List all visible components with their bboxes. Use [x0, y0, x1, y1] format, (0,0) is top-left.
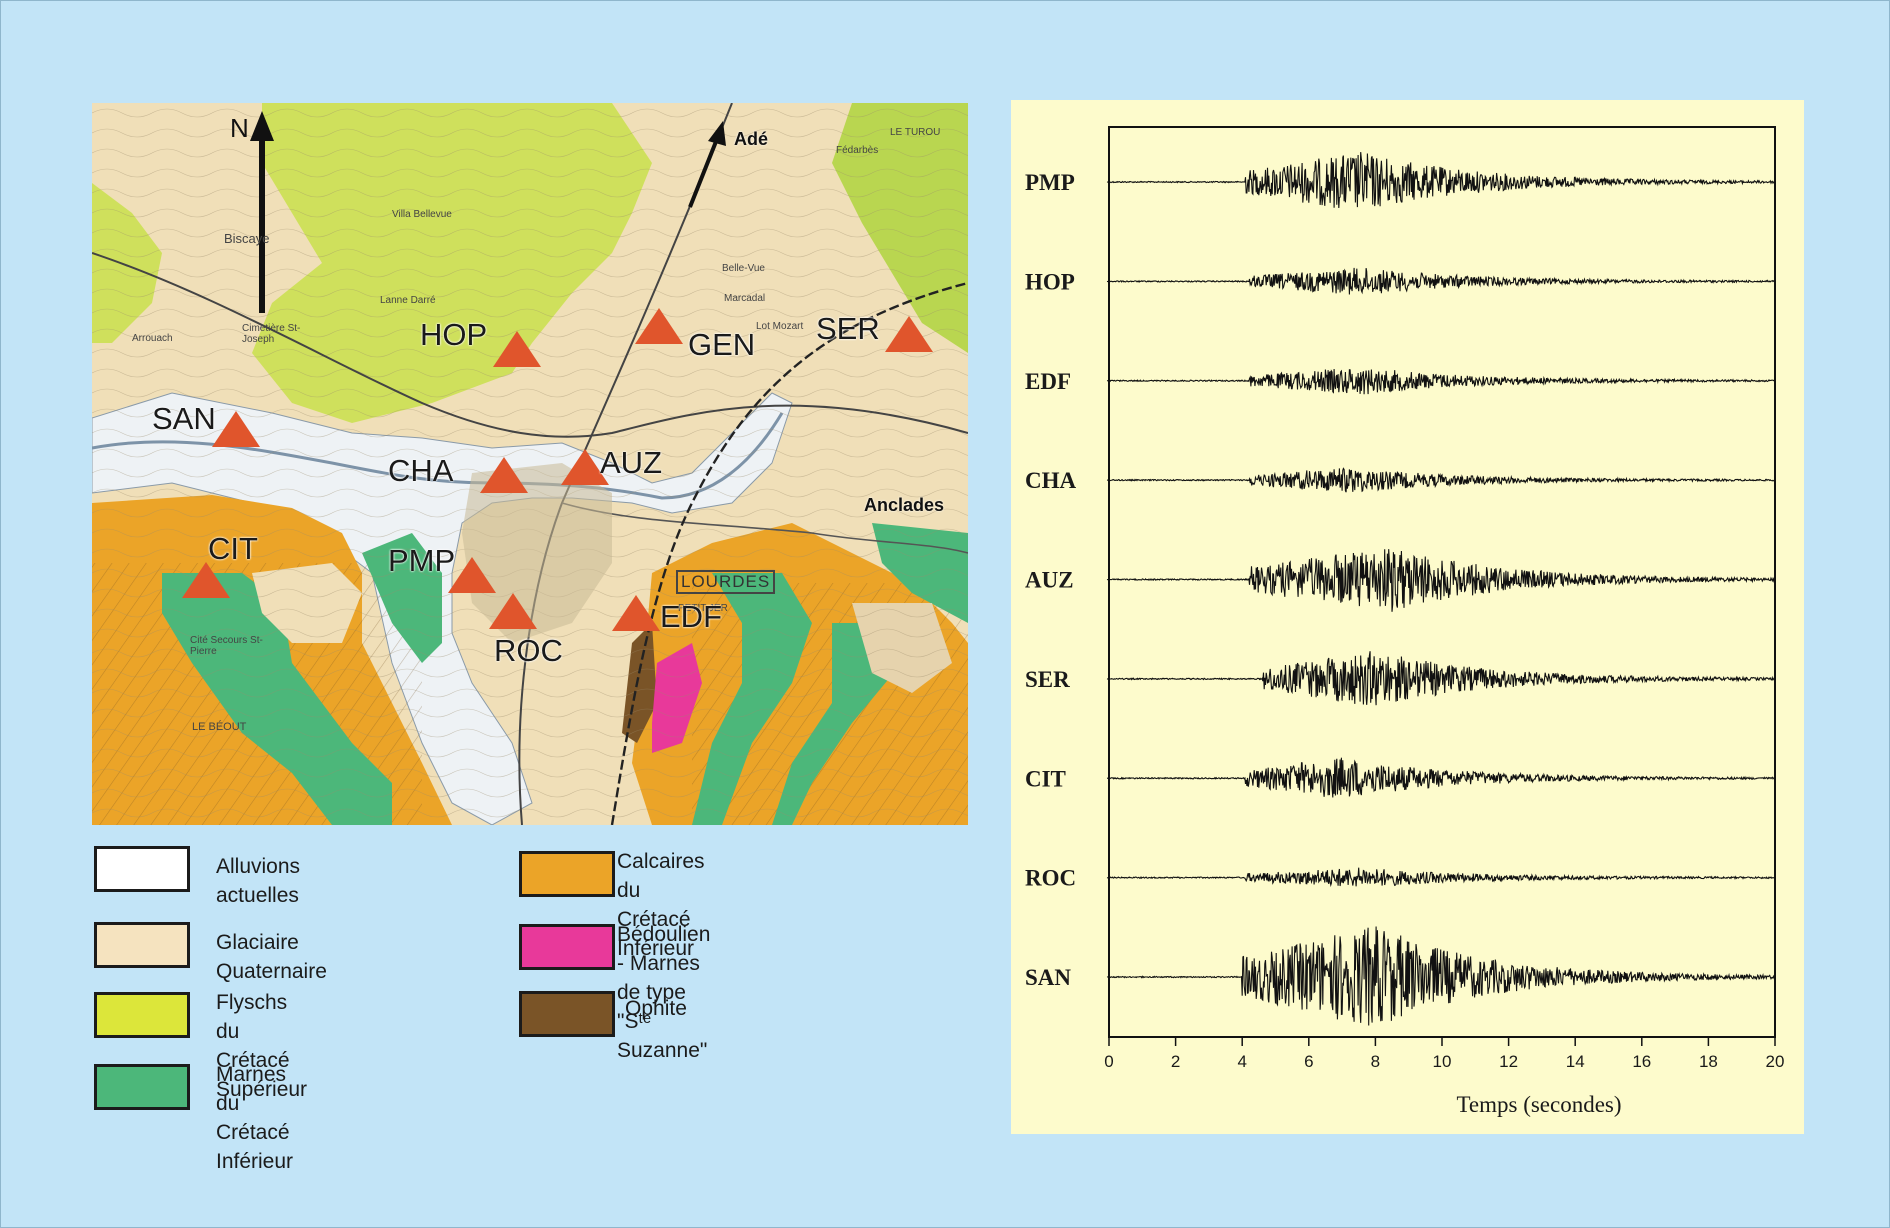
map-canvas [92, 103, 968, 825]
seismogram-trace [1106, 926, 1776, 1026]
topo-name: Lanne Darré [380, 295, 436, 306]
station-marker-gen [635, 308, 683, 344]
topo-name: Cité Secours St-Pierre [190, 635, 263, 657]
legend-label: Marnes du Crétacé Inférieur [216, 1063, 294, 1173]
station-marker-roc [489, 593, 537, 629]
station-label-edf: EDF [660, 599, 722, 634]
trace-label: AUZ [1025, 568, 1074, 593]
north-arrow-head [250, 111, 274, 141]
topo-name: LE TUROU [890, 127, 941, 138]
topo-overlay [92, 103, 968, 825]
place-label-anclades: Anclades [864, 495, 945, 515]
seismogram-chart: PMP HOP EDF CHA AUZ SER CIT ROC SAN 0 2 4 6 8 10 12 14 1… [1025, 126, 1784, 1117]
seismogram-trace [1106, 267, 1776, 295]
station-marker-hop [493, 331, 541, 367]
topo-name: Fédarbès [836, 145, 879, 156]
x-tick-label: 0 [1104, 1052, 1113, 1071]
seismogram-trace [1106, 651, 1776, 706]
x-tick-label: 20 [1766, 1052, 1785, 1071]
seismogram-trace [1106, 152, 1776, 209]
legend-swatch [94, 846, 190, 892]
station-label-san: SAN [152, 401, 216, 436]
seismogram-trace [1106, 867, 1776, 888]
plot-frame [1108, 126, 1776, 1038]
station-marker-cit [182, 562, 230, 598]
legend-swatch [94, 992, 190, 1038]
trace-label: EDF [1025, 369, 1071, 394]
legend-label: Calcaires du Crétacé Inférieur [617, 850, 705, 960]
station-label-gen: GEN [688, 327, 756, 362]
topo-name: Arrouach [132, 333, 173, 344]
trace-labels: PMP HOP EDF CHA AUZ SER CIT ROC SAN [1025, 170, 1077, 990]
trace-label: PMP [1025, 170, 1075, 195]
legend-label: Alluvions actuelles [216, 855, 301, 907]
geologic-map: N Adé Anclades LOURDES Biscaye Lanne Dar… [92, 103, 968, 825]
legend-label: Flyschs du Crétacé Supérieur [216, 991, 308, 1101]
topo-name: Belle-Vue [722, 263, 765, 274]
topo-name: Villa Bellevue [392, 209, 452, 220]
seismogram-panel: PMP HOP EDF CHA AUZ SER CIT ROC SAN 0 2 4 6 8 10 12 14 1… [1011, 100, 1804, 1134]
station-label-cit: CIT [208, 531, 258, 566]
seismogram-trace [1106, 368, 1776, 395]
legend-swatch [519, 991, 615, 1037]
legend-swatch [94, 922, 190, 968]
legend-label: Bédoulien - Marnes de type "Sᵗᵉ Suzanne" [617, 923, 711, 1062]
station-marker-auz [561, 449, 609, 485]
town-core [462, 463, 612, 643]
legend-swatch [519, 851, 615, 897]
topo-name: Lot Mozart [756, 321, 804, 332]
topo-name: Marcadal [724, 293, 766, 304]
seismogram-trace [1106, 549, 1776, 612]
x-tick-label: 18 [1699, 1052, 1718, 1071]
trace-label: CHA [1025, 468, 1077, 493]
x-tick-label: 2 [1171, 1052, 1180, 1071]
trace-label: SER [1025, 667, 1070, 692]
station-label-pmp: PMP [388, 543, 456, 578]
station-marker-ser [885, 316, 933, 352]
ade-arrow-head [708, 121, 726, 146]
legend-label: Ophite [625, 997, 687, 1020]
topo-name: Cimetière St-Joseph [242, 323, 301, 345]
x-axis: 0 2 4 6 8 10 12 14 16 18 20 [1104, 1037, 1784, 1071]
x-axis-title: Temps (secondes) [1456, 1092, 1621, 1117]
station-marker-pmp [448, 557, 496, 593]
trace-label: ROC [1025, 866, 1076, 891]
place-label-lourdes: LOURDES [676, 570, 776, 594]
seismogram-trace [1106, 467, 1776, 493]
north-label: N [230, 113, 249, 143]
road-1 [92, 252, 968, 438]
topo-name: Biscaye [224, 231, 270, 246]
station-label-roc: ROC [494, 633, 563, 668]
trace-label: SAN [1025, 965, 1071, 990]
x-tick-label: 4 [1237, 1052, 1246, 1071]
legend-label: Glaciaire Quaternaire [216, 931, 327, 983]
station-label-hop: HOP [420, 317, 488, 352]
seismogram-trace [1106, 757, 1776, 798]
x-tick-label: 8 [1371, 1052, 1380, 1071]
place-label-ade: Adé [734, 129, 769, 149]
station-marker-cha [480, 457, 528, 493]
station-label-cha: CHA [388, 453, 454, 488]
legend-swatch [519, 924, 615, 970]
station-label-ser: SER [816, 311, 880, 346]
station-marker-san [212, 411, 260, 447]
x-tick-label: 12 [1499, 1052, 1518, 1071]
road-3 [561, 502, 968, 554]
station-label-auz: AUZ [600, 445, 662, 480]
topo-name: PETIT JER [678, 603, 728, 614]
railway [610, 281, 968, 825]
plot-area [1106, 126, 1776, 1038]
x-tick-label: 10 [1433, 1052, 1452, 1071]
station-marker-edf [612, 595, 660, 631]
legend-swatch [94, 1064, 190, 1110]
trace-label: CIT [1025, 766, 1066, 791]
topo-name: LE BÉOUT [192, 721, 247, 733]
x-tick-label: 16 [1632, 1052, 1651, 1071]
ade-arrow-shaft [688, 138, 719, 208]
x-tick-label: 14 [1566, 1052, 1585, 1071]
x-tick-label: 6 [1304, 1052, 1313, 1071]
trace-label: HOP [1025, 269, 1075, 294]
